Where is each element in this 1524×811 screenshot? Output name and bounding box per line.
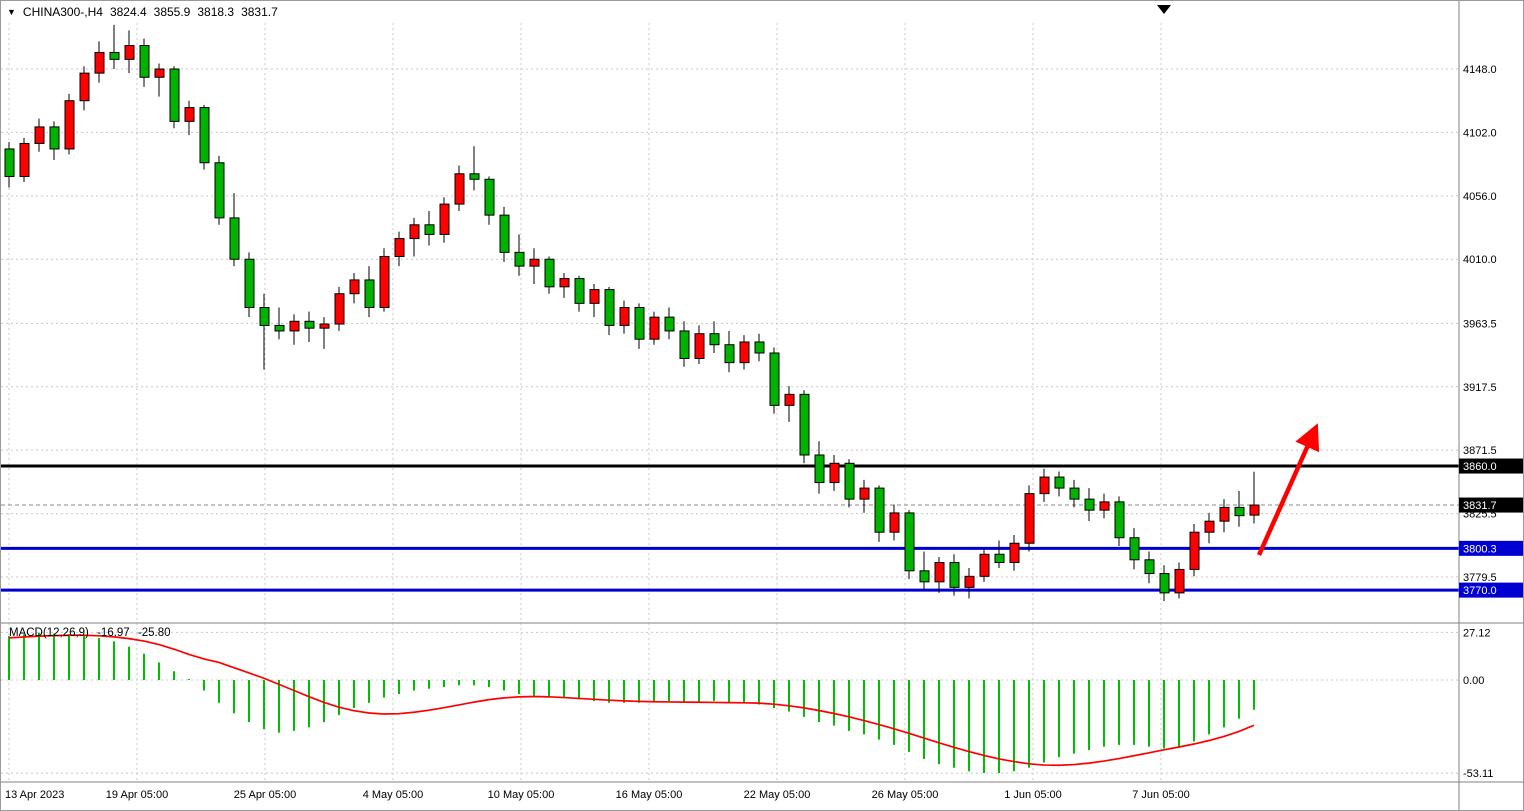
svg-text:3917.5: 3917.5 [1463, 382, 1497, 394]
svg-text:4148.0: 4148.0 [1463, 64, 1497, 76]
svg-text:4 May 05:00: 4 May 05:00 [363, 789, 424, 801]
svg-text:25 Apr 05:00: 25 Apr 05:00 [234, 789, 296, 801]
level-badge-3770.0: 3770.0 [1459, 582, 1523, 598]
candles-layer [4, 24, 1260, 602]
svg-text:0.00: 0.00 [1463, 675, 1484, 687]
svg-text:3770.0: 3770.0 [1463, 585, 1497, 597]
svg-text:26 May 05:00: 26 May 05:00 [872, 789, 939, 801]
svg-text:10 May 05:00: 10 May 05:00 [488, 789, 555, 801]
svg-text:3963.5: 3963.5 [1463, 318, 1497, 330]
svg-text:4010.0: 4010.0 [1463, 254, 1497, 266]
svg-text:3831.7: 3831.7 [1463, 500, 1497, 512]
macd-signal-line [8, 634, 1255, 767]
high-value: 3855.9 [153, 5, 191, 19]
macd-signal-value: -25.80 [137, 627, 171, 639]
svg-text:4102.0: 4102.0 [1463, 127, 1497, 139]
time-axis: 13 Apr 2023 19 Apr 05:00 25 Apr 05:00 4 May… [5, 789, 1190, 801]
close-value: 3831.7 [241, 5, 278, 19]
svg-text:3871.5: 3871.5 [1463, 445, 1497, 457]
macd-main-value: -16.97 [97, 627, 130, 639]
symbol-period-label: CHINA300-,H4 [22, 5, 103, 19]
macd-name: MACD(12,26,9) [9, 627, 89, 639]
chart-symbol-header: ▼ CHINA300-,H4 3824.4 3855.9 3818.3 3831… [7, 5, 278, 19]
svg-text:19 Apr 05:00: 19 Apr 05:00 [106, 789, 168, 801]
svg-text:22 May 05:00: 22 May 05:00 [744, 789, 811, 801]
time-gridlines [8, 23, 1162, 781]
svg-text:1 Jun 05:00: 1 Jun 05:00 [1004, 789, 1062, 801]
macd-indicator-label: MACD(12,26,9) -16.97 -25.80 [9, 627, 176, 639]
open-value: 3824.4 [109, 5, 147, 19]
horizontal-level-lines[interactable] [1, 464, 1459, 592]
level-badge-3860.0: 3860.0 [1459, 458, 1523, 474]
svg-text:27.12: 27.12 [1463, 627, 1491, 639]
current-price-badge: 3831.7 [1459, 497, 1523, 513]
svg-text:7 Jun 05:00: 7 Jun 05:00 [1132, 789, 1190, 801]
svg-text:-53.11: -53.11 [1463, 768, 1493, 780]
price-gridlines [1, 68, 1459, 774]
chart-shift-marker-icon [1157, 5, 1171, 14]
low-value: 3818.3 [197, 5, 235, 19]
level-badge-3800.3: 3800.3 [1459, 540, 1523, 556]
oneclick-panel-toggle-icon[interactable]: ▼ [7, 6, 16, 17]
price-axis: 4148.0 4102.0 4056.0 4010.0 3963.5 3917.5 3871… [1463, 64, 1497, 780]
svg-text:3779.5: 3779.5 [1463, 572, 1497, 584]
svg-text:16 May 05:00: 16 May 05:00 [616, 789, 683, 801]
svg-text:4056.0: 4056.0 [1463, 191, 1497, 203]
macd-histogram [8, 632, 1255, 773]
svg-text:3800.3: 3800.3 [1463, 543, 1497, 555]
trend-arrow[interactable] [1256, 423, 1320, 556]
svg-text:3860.0: 3860.0 [1463, 461, 1497, 473]
svg-text:13 Apr 2023: 13 Apr 2023 [5, 789, 64, 801]
